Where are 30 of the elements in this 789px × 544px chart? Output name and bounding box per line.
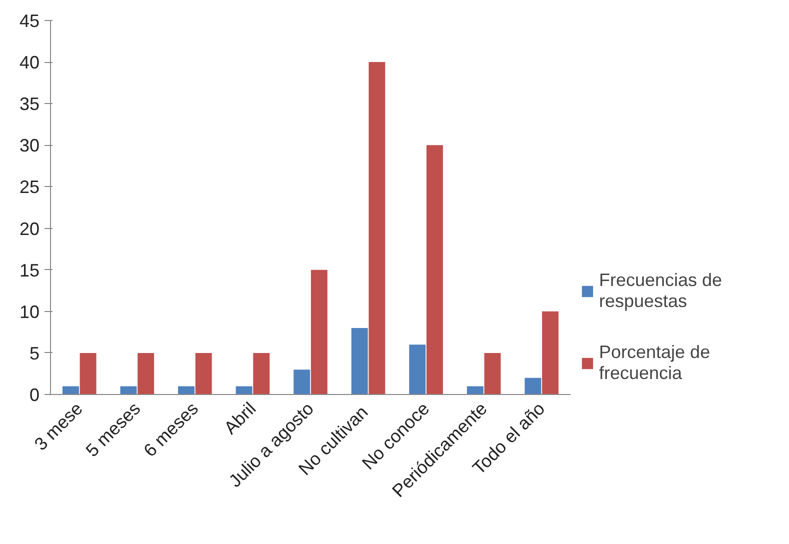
bar	[178, 386, 195, 394]
bar	[80, 352, 96, 394]
bar	[426, 145, 443, 394]
y-tick-label: 5	[29, 343, 40, 364]
bar	[236, 386, 252, 394]
bar	[138, 352, 154, 394]
y-tick-label: 40	[19, 52, 40, 73]
y-tick-label: 15	[19, 260, 40, 280]
y-tick-label: 10	[19, 302, 40, 322]
y-tick-label: 30	[19, 136, 40, 156]
y-tick-label: 25	[19, 177, 40, 198]
bar	[294, 370, 310, 394]
bar	[62, 386, 79, 394]
bar	[484, 352, 501, 394]
y-tick-label: 35	[19, 94, 40, 114]
bar	[253, 352, 270, 394]
bar	[120, 386, 137, 394]
y-tick-label: 0	[29, 385, 40, 405]
bar	[195, 352, 212, 394]
legend-label: Frecuencias de respuestas	[599, 270, 722, 312]
bar	[542, 311, 559, 394]
bar	[368, 62, 386, 394]
y-tick-label: 45	[19, 11, 40, 31]
legend-label: Porcentaje de frecuencia	[599, 342, 710, 384]
bar	[351, 328, 368, 394]
bar	[409, 344, 426, 394]
bar	[466, 386, 484, 394]
bar	[310, 270, 328, 394]
bar	[524, 378, 542, 394]
y-tick-label: 20	[19, 218, 40, 239]
